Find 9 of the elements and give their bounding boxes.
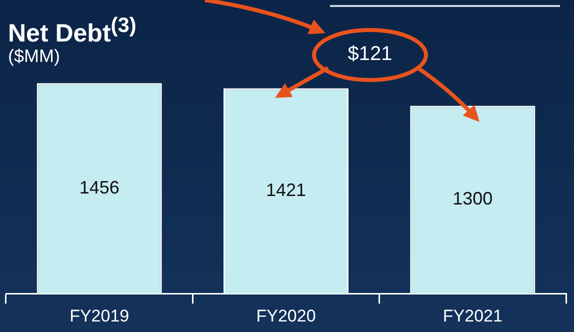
x-tick-label: FY2021	[442, 306, 502, 326]
text: $121	[346, 43, 394, 66]
data-label: 1421	[266, 180, 306, 200]
chart-title: Net Debt$^{(3)}$	[8, 14, 136, 48]
x-tick-label: FY2020	[256, 306, 316, 326]
data-label: 1456	[79, 177, 120, 198]
data-label: 1300	[452, 188, 493, 209]
chart-subtitle: ($MM)	[8, 46, 60, 67]
x-tick-label: FY2019	[70, 306, 130, 326]
